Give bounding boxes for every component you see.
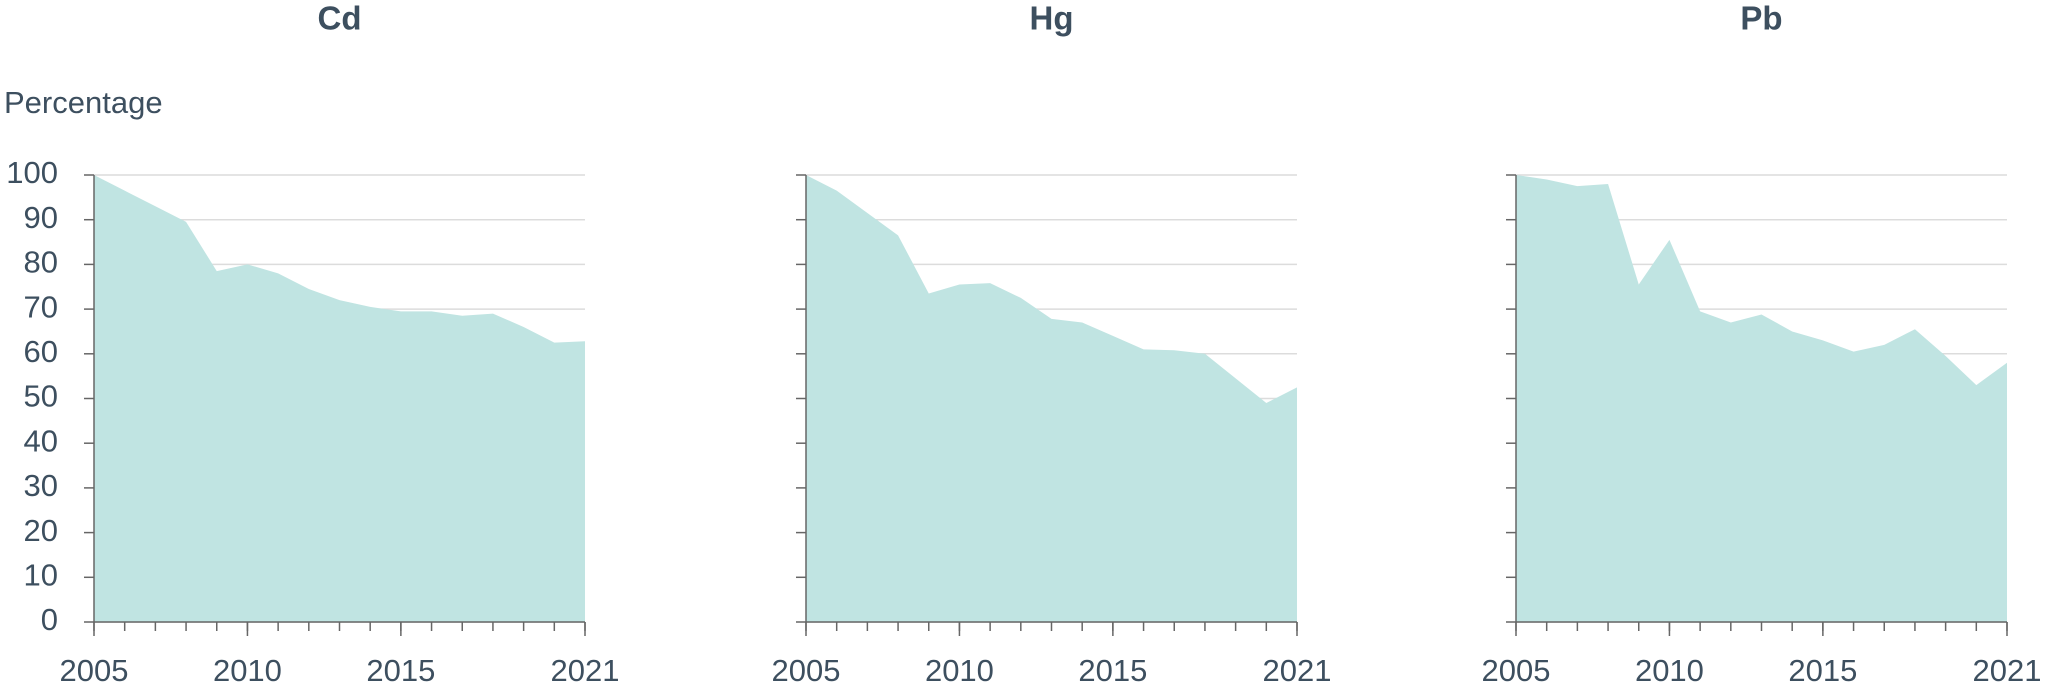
x-tick-label: 2005 (1482, 653, 1551, 688)
y-tick-label: 20 (24, 513, 58, 548)
x-tick-label: 2005 (60, 653, 129, 688)
y-tick-label: 60 (24, 334, 58, 369)
x-tick-label: 2015 (1788, 653, 1857, 688)
area (806, 175, 1297, 622)
y-tick-label: 40 (24, 423, 58, 458)
x-tick-label: 2021 (1973, 653, 2042, 688)
y-axis-label: Percentage (4, 85, 163, 120)
y-tick-label: 100 (6, 155, 58, 190)
x-tick-label: 2015 (1078, 653, 1147, 688)
y-tick-label: 10 (24, 557, 58, 592)
y-tick-label: 90 (24, 200, 58, 235)
y-tick-label: 50 (24, 379, 58, 414)
x-tick-label: 2015 (366, 653, 435, 688)
y-tick-label: 80 (24, 245, 58, 280)
chart-title: Pb (1740, 0, 1782, 37)
chart-title: Hg (1030, 0, 1074, 37)
x-tick-label: 2010 (213, 653, 282, 688)
area (1516, 175, 2007, 622)
y-tick-label: 0 (41, 602, 58, 637)
area (94, 175, 585, 622)
x-tick-label: 2021 (1263, 653, 1332, 688)
x-tick-label: 2005 (772, 653, 841, 688)
y-tick-label: 30 (24, 468, 58, 503)
x-tick-label: 2021 (551, 653, 620, 688)
y-tick-label: 70 (24, 289, 58, 324)
chart-title: Cd (318, 0, 362, 37)
x-tick-label: 2010 (925, 653, 994, 688)
x-tick-label: 2010 (1635, 653, 1704, 688)
